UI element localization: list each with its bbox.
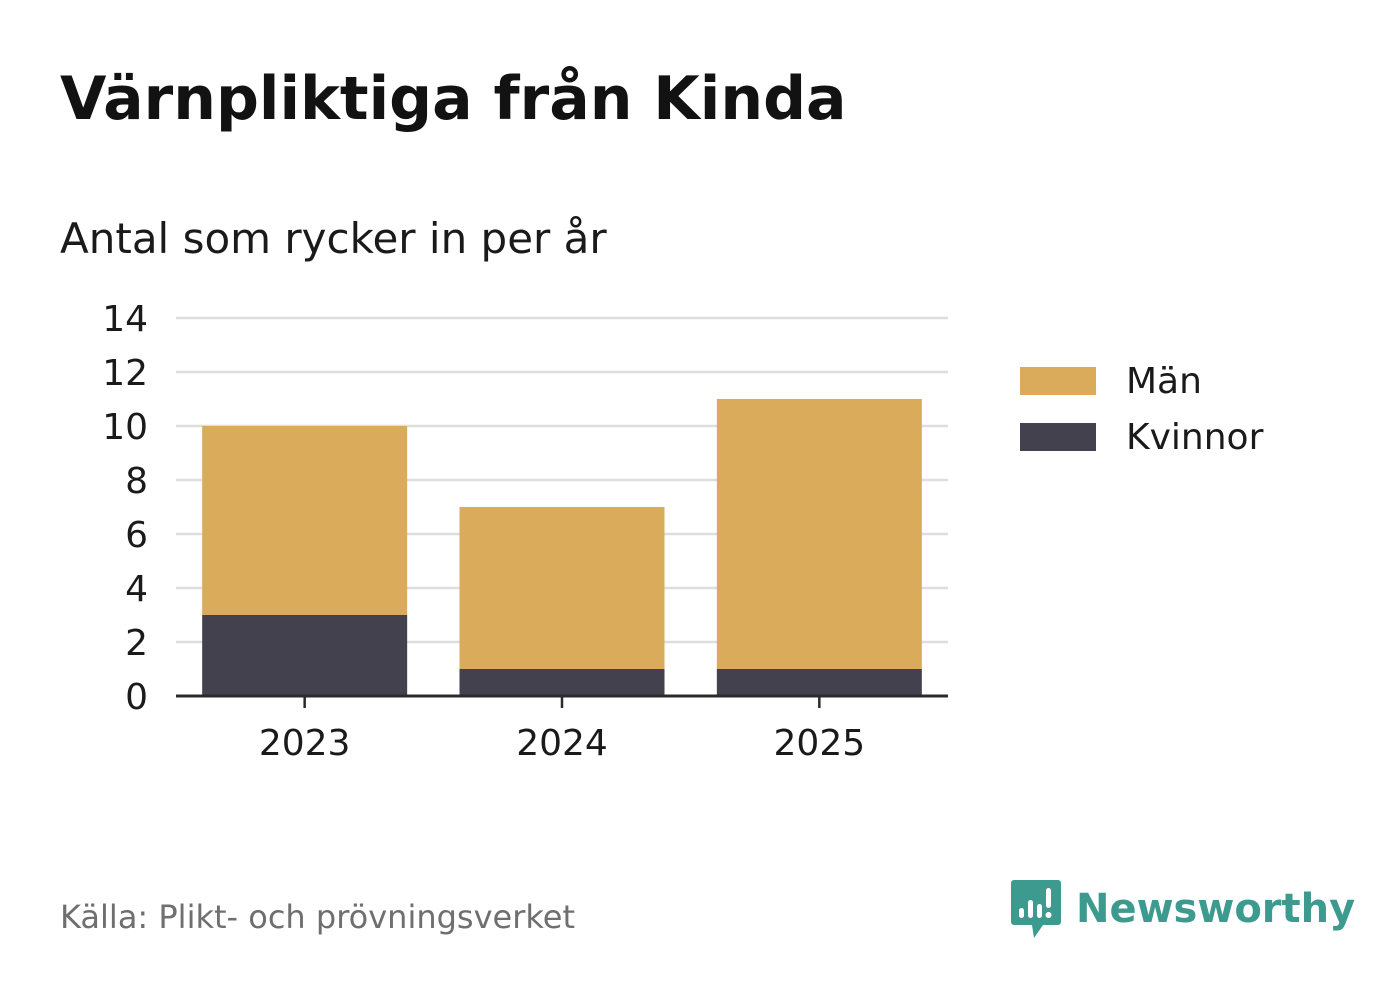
x-tick-label: 2024 (516, 723, 608, 764)
y-tick-label: 6 (125, 515, 148, 556)
source-note: Källa: Plikt- och prövningsverket (60, 898, 575, 936)
y-tick-label: 12 (102, 353, 148, 394)
chart-title: Värnpliktiga från Kinda (60, 64, 847, 134)
y-tick-label: 4 (125, 569, 148, 610)
legend-label-kvinnor: Kvinnor (1126, 416, 1264, 458)
brand-name: Newsworthy (1076, 886, 1356, 932)
legend-swatch-man (1020, 367, 1096, 395)
chart-subtitle: Antal som rycker in per år (60, 214, 607, 263)
y-tick-label: 2 (125, 623, 148, 664)
legend-swatch-kvinnor (1020, 423, 1096, 451)
legend-item-man: Män (1020, 353, 1263, 409)
chart-legend: Män Kvinnor (1020, 353, 1263, 465)
bar-kvinnor-2024 (459, 669, 665, 696)
y-tick-label: 0 (125, 677, 148, 718)
y-tick-label: 10 (102, 407, 148, 448)
bar-kvinnor-2025 (716, 669, 922, 696)
bar-man-2025 (716, 399, 922, 669)
x-tick-label: 2023 (259, 723, 351, 764)
y-tick-label: 8 (125, 461, 148, 502)
bar-man-2023 (202, 426, 408, 615)
bar-man-2024 (459, 507, 665, 669)
y-tick-label: 14 (102, 299, 148, 340)
bar-kvinnor-2023 (202, 615, 408, 696)
brand-logo: Newsworthy (1010, 878, 1355, 940)
x-tick-label: 2025 (774, 723, 866, 764)
legend-item-kvinnor: Kvinnor (1020, 409, 1263, 465)
legend-label-man: Män (1126, 360, 1202, 402)
newsworthy-logo-icon (1011, 880, 1061, 938)
